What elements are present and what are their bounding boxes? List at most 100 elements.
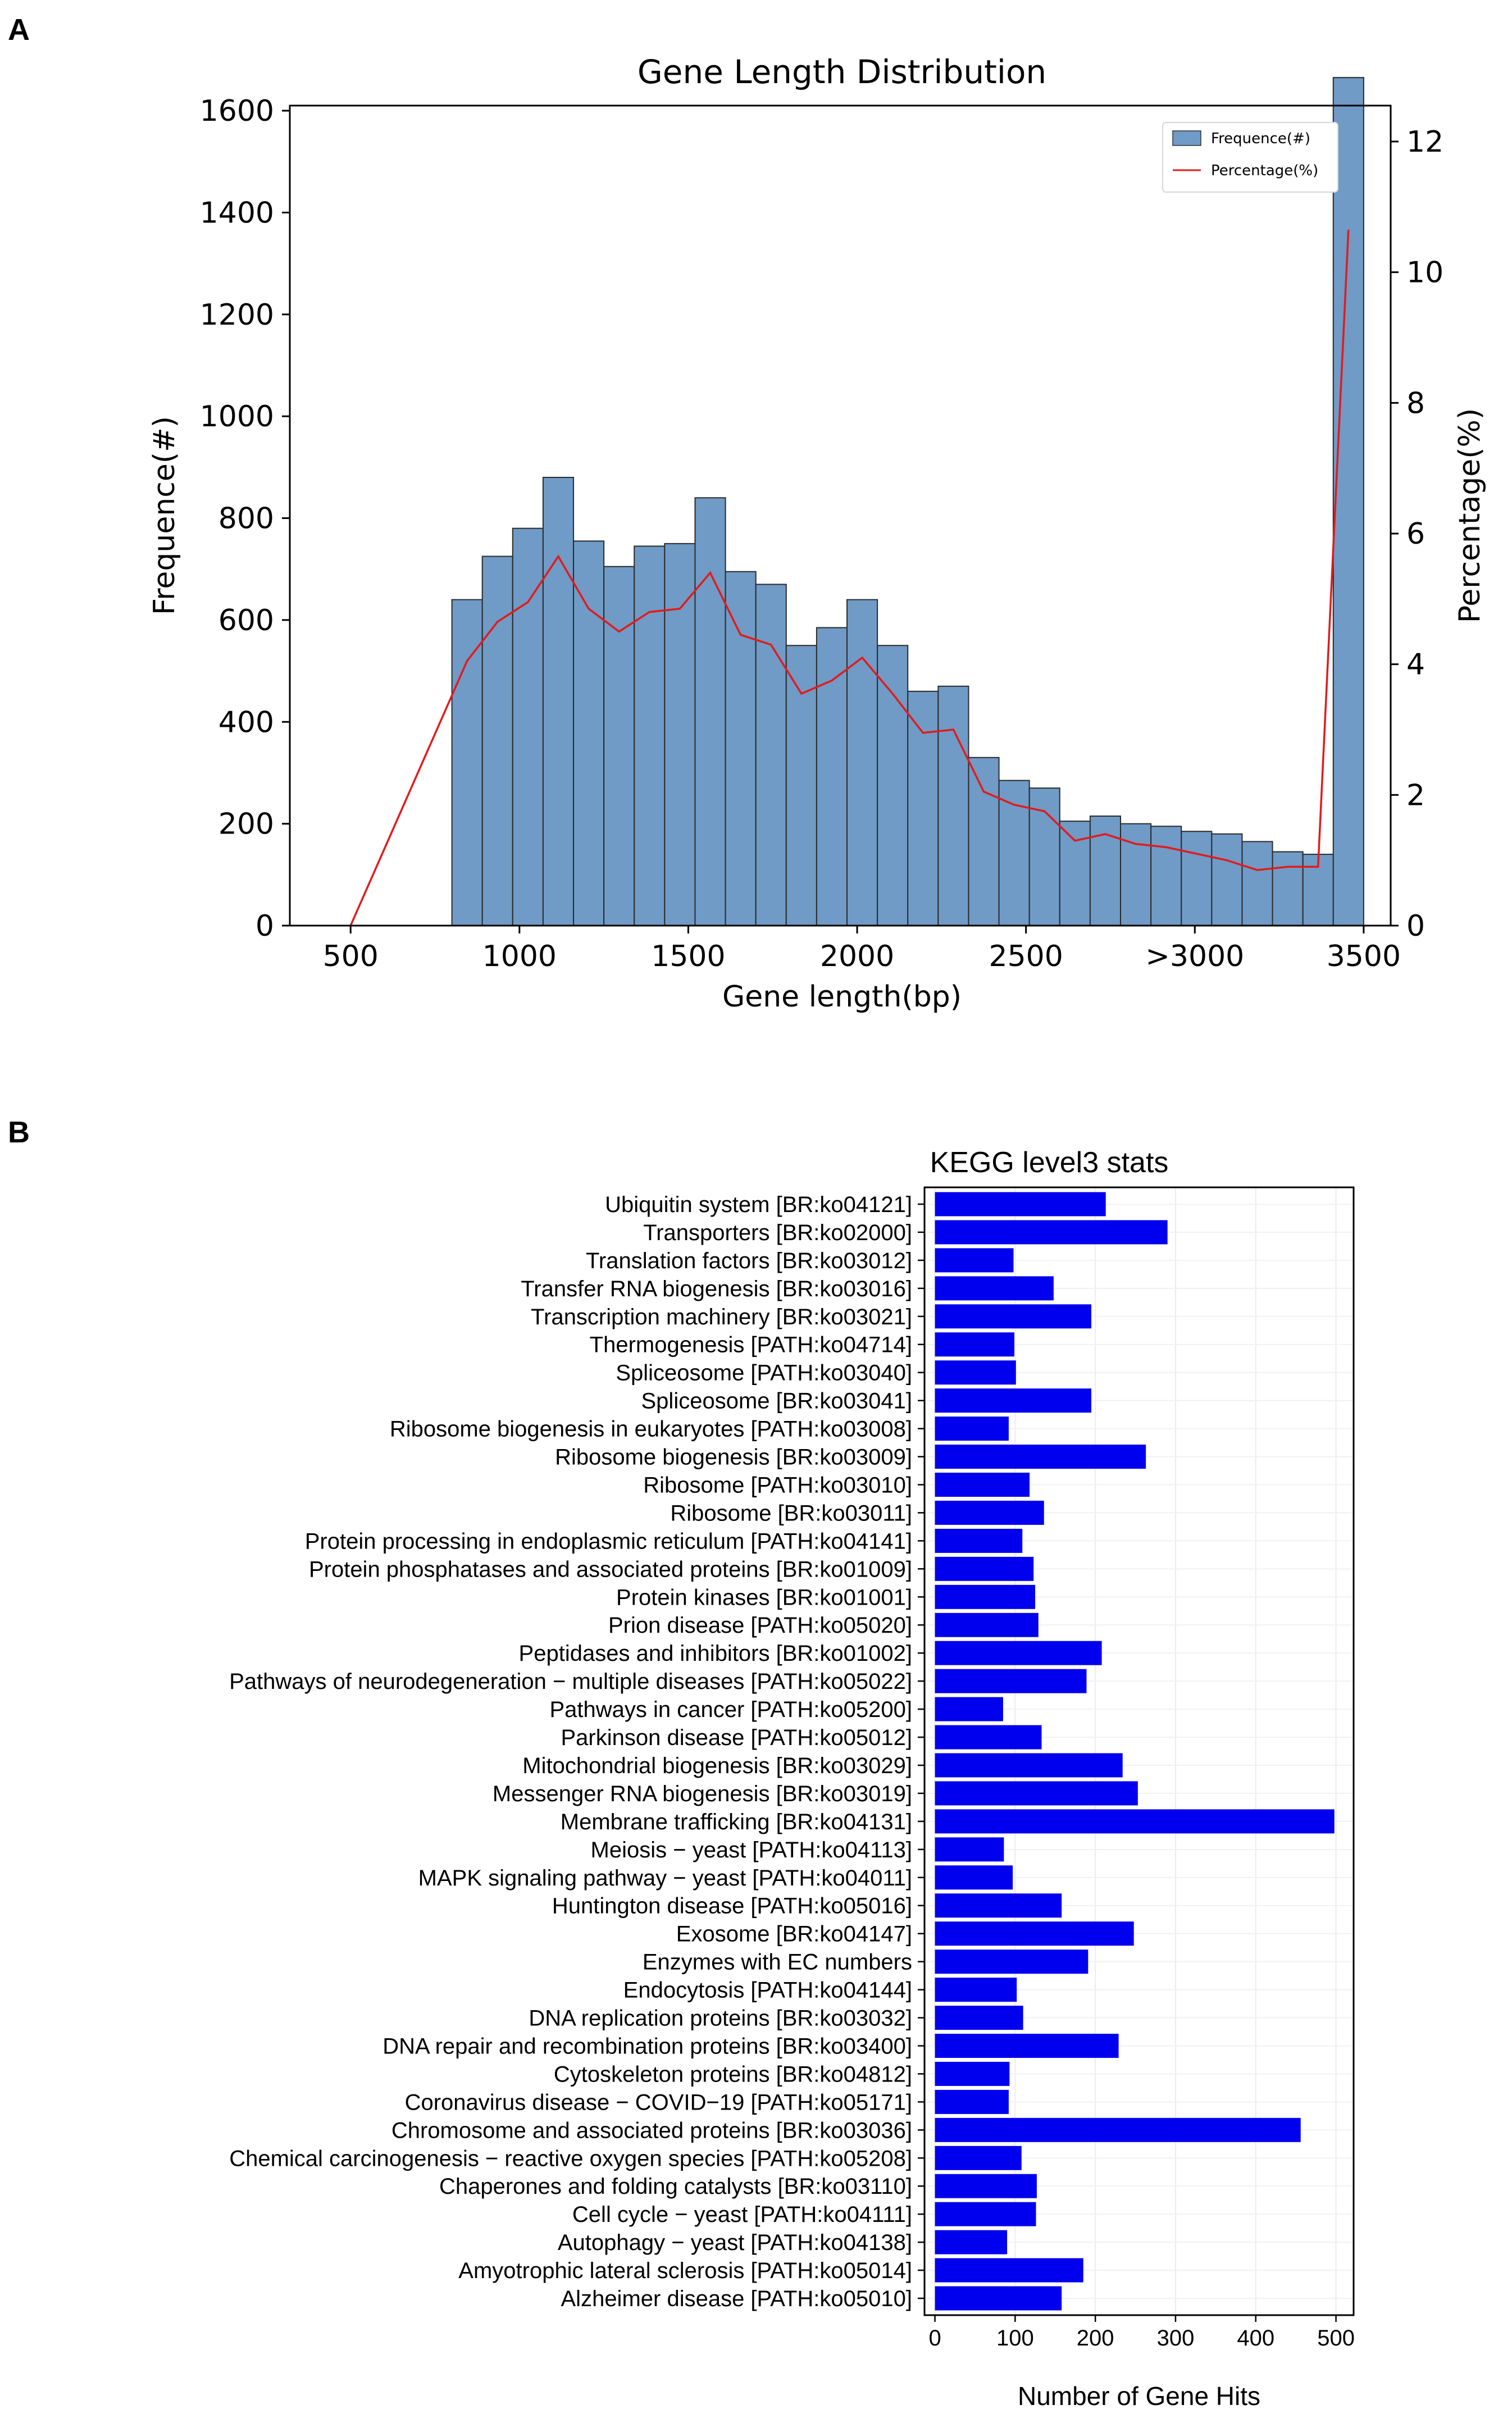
y2-tick-label: 12 [1406,125,1443,159]
kegg-category-label: Thermogenesis [PATH:ko04714] [590,1333,912,1358]
histogram-bar [1059,821,1091,926]
kegg-bar [935,1304,1092,1329]
histogram-bar [1089,816,1122,926]
kegg-bar [935,2089,1009,2114]
kegg-level3-chart: KEGG level3 stats Ubiquitin system [BR:k… [229,1146,1355,2411]
kegg-category-label: Cell cycle − yeast [PATH:ko04111] [572,2202,912,2227]
kegg-category-label: Parkinson disease [PATH:ko05012] [561,1725,912,1750]
kegg-bar [935,1865,1013,1890]
y2-axis-ticks: 0 2 4 6 8 10 12 [1391,125,1443,943]
kegg-category-labels: Ubiquitin system [BR:ko04121] Transporter… [229,1192,924,2311]
legend: Frequence(#) Percentage(%) [1162,122,1338,193]
kegg-bar [935,1360,1016,1385]
histogram-bar [785,645,817,926]
kegg-category-label: Transcription machinery [BR:ko03021] [531,1305,912,1329]
kegg-bar [935,1332,1014,1357]
kegg-category-label: Ubiquitin system [BR:ko04121] [605,1192,912,1217]
kegg-bar [935,1837,1004,1862]
kegg-bar [935,1781,1138,1806]
kegg-category-label: Ribosome biogenesis [BR:ko03009] [555,1445,912,1470]
y2-tick-label: 2 [1406,778,1425,812]
y-tick-label: 200 [218,808,274,841]
histogram-bar [573,540,605,926]
kegg-x-tick-label: 300 [1157,2326,1195,2351]
x-tick-label: 1000 [482,940,557,973]
kegg-category-label: Enzymes with EC numbers [643,1950,912,1975]
kegg-bar [935,1809,1335,1834]
kegg-category-label: Translation factors [BR:ko03012] [586,1249,912,1273]
x-tick-label: >3000 [1145,940,1244,973]
kegg-bar [935,1921,1134,1946]
kegg-category-label: Amyotrophic lateral sclerosis [PATH:ko05… [458,2258,912,2283]
kegg-bar [935,2230,1008,2254]
kegg-bar [935,1248,1014,1273]
histogram-bar [1272,851,1304,926]
kegg-bar [935,2202,1036,2226]
kegg-bar [935,2174,1037,2198]
kegg-bar [935,1416,1009,1441]
legend-label-percentage: Percentage(%) [1211,162,1318,179]
kegg-category-label: Ribosome biogenesis in eukaryotes [PATH:… [390,1417,912,1442]
y2-axis-label: Percentage(%) [1453,408,1487,623]
kegg-bar [935,1697,1003,1721]
x-tick-label: 2500 [989,940,1063,973]
plot-frame [289,104,1392,927]
kegg-bar [935,1528,1023,1553]
y-axis-ticks: 0 200 400 600 800 1000 1200 1400 1600 [200,94,290,943]
kegg-bar [935,1978,1017,2002]
kegg-bar [935,1669,1087,1693]
histogram-bar [968,757,1000,927]
histogram-bar [1181,831,1213,927]
kegg-category-label: Exosome [BR:ko04147] [676,1922,912,1947]
y-tick-label: 1000 [200,400,274,434]
histogram-bar [998,780,1030,926]
kegg-category-label: Ribosome [BR:ko03011] [670,1501,912,1525]
x-tick-label: 500 [323,940,379,973]
kegg-x-tick-label: 100 [996,2326,1034,2351]
kegg-category-label: Spliceosome [PATH:ko03040] [616,1361,912,1386]
histogram-bar [1150,826,1182,927]
y-axis-label: Frequence(#) [148,416,181,615]
kegg-category-label: Alzheimer disease [PATH:ko05010] [561,2287,913,2311]
histogram-bar [755,584,787,926]
chart-title: Gene Length Distribution [637,53,1046,91]
histogram-bar [542,476,575,926]
gene-length-histogram: Gene Length Distribution 500 1000 1500 2000… [148,53,1487,1014]
kegg-bar [935,1276,1054,1301]
legend-swatch-frequence [1172,130,1201,146]
y-tick-label: 800 [218,502,274,536]
percentage-line [349,229,1350,926]
kegg-category-label: DNA repair and recombination proteins [B… [382,2034,912,2058]
percentage-line-layer [349,229,1350,926]
kegg-category-label: Prion disease [PATH:ko05020] [608,1613,912,1638]
legend-box [1162,122,1338,193]
kegg-bar [935,1641,1102,1665]
kegg-category-label: Messenger RNA biogenesis [BR:ko03019] [493,1782,912,1806]
histogram-bar [1211,833,1243,926]
kegg-category-label: Chromosome and associated proteins [BR:k… [391,2118,912,2143]
panel-b-label: B [8,1115,30,1149]
histogram-bar [877,645,909,926]
kegg-x-tick-label: 400 [1237,2326,1274,2351]
kegg-category-label: DNA replication proteins [BR:ko03032] [529,2006,912,2031]
y-tick-label: 1200 [200,298,274,332]
kegg-bar [935,1445,1146,1469]
kegg-category-label: Autophagy − yeast [PATH:ko04138] [558,2230,912,2255]
y2-tick-label: 6 [1406,517,1425,551]
kegg-bar [935,1220,1168,1245]
y-tick-label: 0 [256,909,274,943]
kegg-category-label: Transporters [BR:ko02000] [643,1220,912,1245]
histogram-bar [907,690,939,927]
panel-a-label: A [8,13,30,47]
kegg-bar [935,1500,1044,1525]
kegg-bar [935,2061,1010,2086]
kegg-x-tick-label: 0 [928,2326,941,2351]
x-tick-label: 1500 [651,940,725,973]
kegg-category-label: Peptidases and inhibitors [BR:ko01002] [519,1641,912,1666]
kegg-category-label: Mitochondrial biogenesis [BR:ko03029] [522,1753,912,1778]
y2-tick-label: 4 [1406,648,1425,682]
kegg-plot-frame [923,1186,1355,2316]
legend-label-frequence: Frequence(#) [1211,130,1310,147]
histogram-bar [1241,841,1273,927]
kegg-bar [935,1192,1106,1217]
